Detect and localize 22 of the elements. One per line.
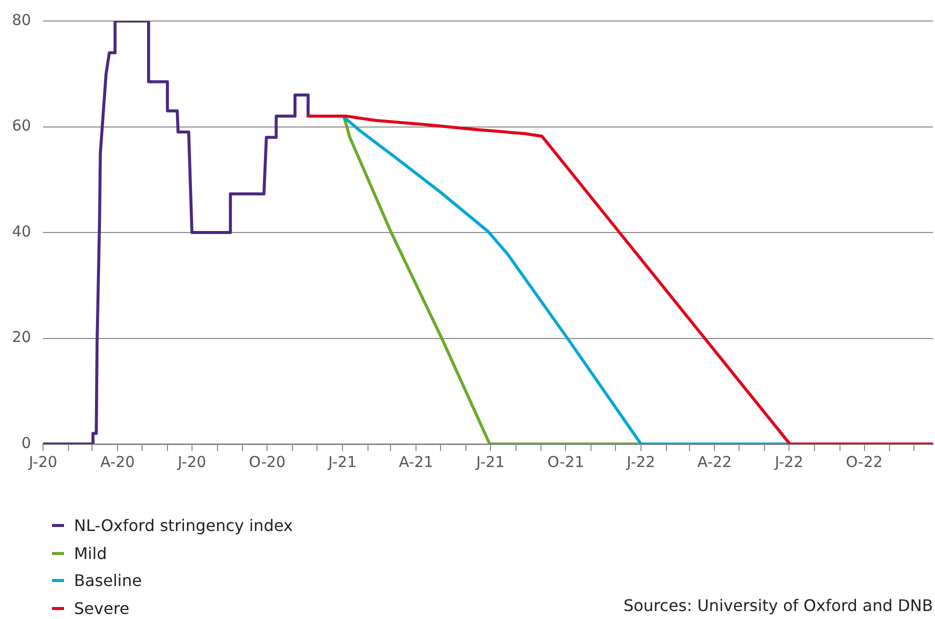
x-tick-label: A-22 xyxy=(697,452,732,471)
legend-label: NL-Oxford stringency index xyxy=(74,516,293,536)
source-note: Sources: University of Oxford and DNB xyxy=(623,596,933,615)
x-tick-label: J-21 xyxy=(327,452,357,471)
x-tick-label: O-20 xyxy=(248,452,286,471)
y-tick-label: 60 xyxy=(12,116,32,135)
x-tick-label: A-20 xyxy=(100,452,135,471)
y-tick-label: 80 xyxy=(12,10,32,29)
x-tick-label: J-20 xyxy=(28,452,58,471)
x-tick-label: J-21 xyxy=(475,452,505,471)
x-tick-label: O-22 xyxy=(846,452,883,471)
x-tick-label: J-20 xyxy=(176,452,206,471)
legend-label: Mild xyxy=(74,544,107,563)
y-tick-label: 40 xyxy=(12,222,32,240)
legend-label: Baseline xyxy=(74,571,142,590)
x-tick-label: A-21 xyxy=(398,452,434,471)
legend-label: Severe xyxy=(74,598,130,618)
y-tick-label: 20 xyxy=(12,328,32,346)
x-tick-label: J-22 xyxy=(626,452,656,471)
x-tick-label: O-21 xyxy=(547,452,584,471)
x-tick-label: J-22 xyxy=(774,452,804,471)
y-tick-label: 0 xyxy=(22,434,32,452)
